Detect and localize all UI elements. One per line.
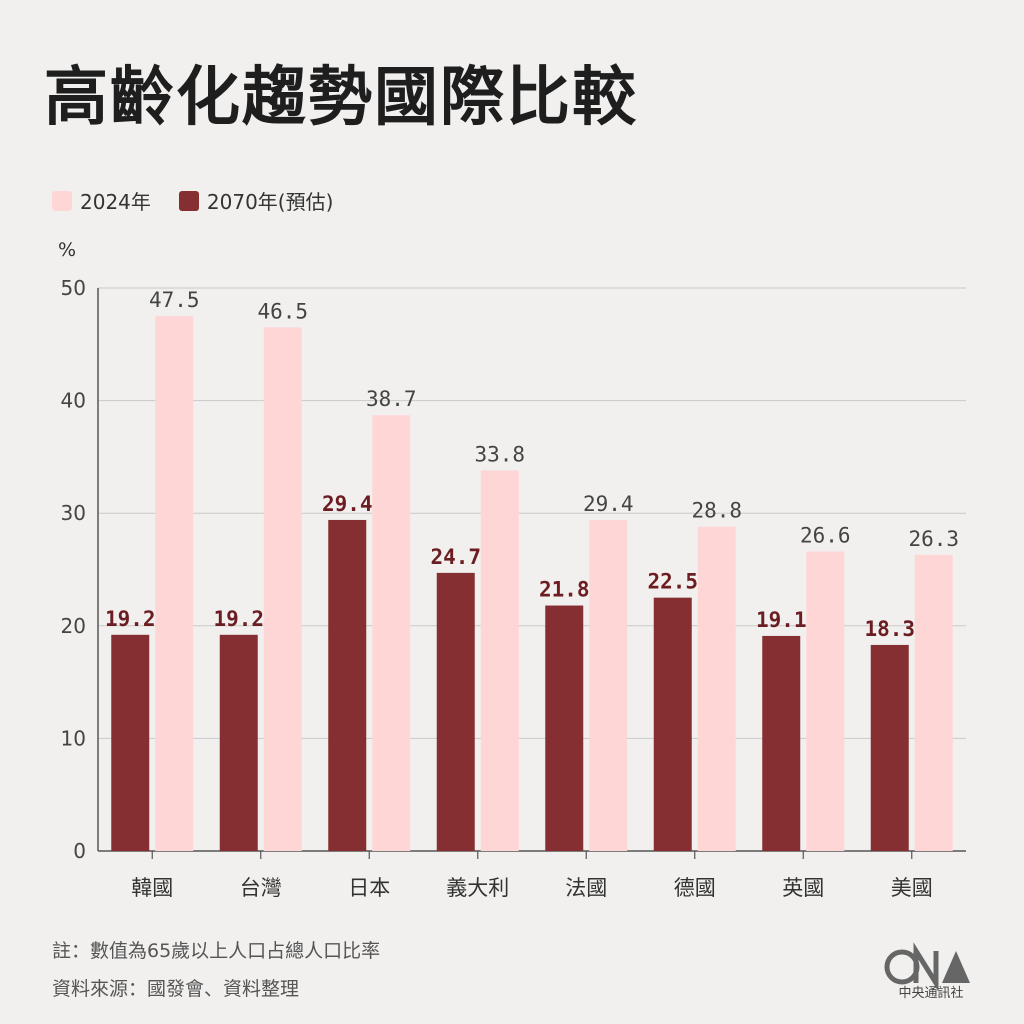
bar-2024 <box>480 470 519 851</box>
data-label-2024: 26.6 <box>800 523 851 547</box>
bar-2024 <box>697 526 736 851</box>
x-tick-label: 義大利 <box>446 876 509 900</box>
data-label-2024: 33.8 <box>474 442 525 466</box>
logo-text: 中央通訊社 <box>898 986 964 1001</box>
x-tick-label: 日本 <box>348 876 390 900</box>
bar-2070 <box>111 634 150 851</box>
data-label-2024: 26.3 <box>908 527 959 551</box>
bar-2024 <box>372 415 411 851</box>
bar-2024 <box>589 519 628 851</box>
legend-label-2070: 2070年(預估) <box>206 190 334 214</box>
bar-2070 <box>436 572 475 851</box>
y-tick-label: 40 <box>61 389 86 413</box>
data-label-2070: 24.7 <box>430 545 481 569</box>
data-label-2024: 38.7 <box>366 387 417 411</box>
data-label-2024: 47.5 <box>149 288 200 312</box>
y-tick-label: 20 <box>61 614 86 638</box>
bar-2070 <box>219 634 258 851</box>
x-tick-label: 韓國 <box>131 876 173 900</box>
x-tick-label: 法國 <box>565 876 607 900</box>
data-label-2024: 28.8 <box>691 499 742 523</box>
data-label-2070: 18.3 <box>864 617 915 641</box>
data-label-2070: 19.2 <box>213 607 264 631</box>
legend: 2024年 2070年(預估) <box>52 186 333 215</box>
bar-2070 <box>545 605 584 851</box>
bar-2070 <box>653 597 692 851</box>
data-label-2070: 29.4 <box>322 492 373 516</box>
y-tick-label: 30 <box>61 501 86 525</box>
legend-swatch-2070 <box>178 190 199 211</box>
page-title: 高齡化趨勢國際比較 <box>44 61 638 135</box>
cna-logo <box>884 942 970 992</box>
legend-label-2024: 2024年 <box>80 190 151 214</box>
bar-2024 <box>914 554 953 851</box>
data-label-2070: 19.2 <box>105 607 156 631</box>
data-label-2070: 19.1 <box>756 608 807 632</box>
legend-item-2024: 2024年 <box>52 186 151 215</box>
legend-item-2070: 2070年(預估) <box>178 186 334 215</box>
y-tick-label: 10 <box>61 726 86 750</box>
y-tick-label: 50 <box>61 276 86 300</box>
data-label-2070: 21.8 <box>539 578 590 602</box>
footnote: 註：數值為65歲以上人口占總人口比率 <box>52 940 381 962</box>
bar-2070 <box>870 644 909 851</box>
bar-2024 <box>263 327 302 851</box>
source-note: 資料來源：國發會、資料整理 <box>52 978 300 1000</box>
data-label-2070: 22.5 <box>647 570 698 594</box>
data-label-2024: 46.5 <box>257 299 308 323</box>
legend-swatch-2024 <box>52 190 72 211</box>
bar-2070 <box>762 635 801 851</box>
bar-2024 <box>806 551 845 851</box>
bar-2024 <box>155 316 194 851</box>
bar-2070 <box>328 519 367 851</box>
x-tick-label: 台灣 <box>240 876 282 900</box>
x-tick-label: 英國 <box>782 876 824 900</box>
y-tick-label: 0 <box>73 839 86 863</box>
x-tick-label: 德國 <box>674 876 716 900</box>
x-tick-label: 美國 <box>891 876 933 900</box>
data-label-2024: 29.4 <box>583 492 634 516</box>
y-axis-unit: % <box>58 239 76 261</box>
